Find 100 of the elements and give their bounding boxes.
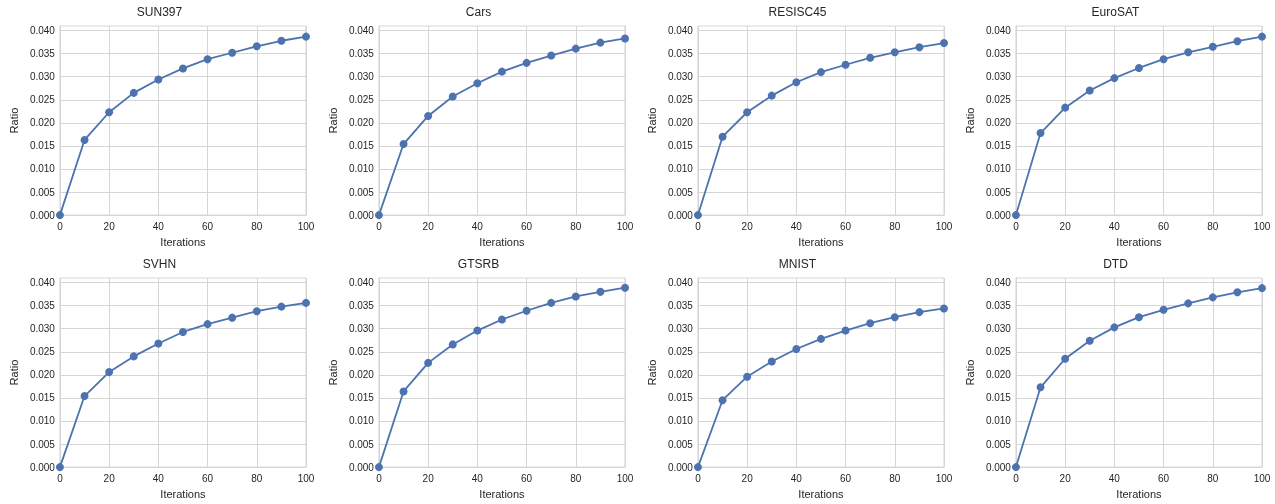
y-tick-label: 0.040 xyxy=(348,25,375,37)
y-tick-label: 0.040 xyxy=(667,277,693,289)
y-tick-label: 0.010 xyxy=(29,163,56,175)
point xyxy=(522,306,531,315)
y-tick-label: 0.005 xyxy=(348,438,375,450)
point xyxy=(277,36,286,45)
x-tick-label: 40 xyxy=(1109,472,1121,484)
point xyxy=(1036,129,1045,137)
x-tick-label: 60 xyxy=(1158,472,1170,484)
y-tick-label: 0.020 xyxy=(29,369,56,381)
y-tick-label: 0.015 xyxy=(348,392,375,404)
point xyxy=(1061,103,1070,112)
x-tick-label: 80 xyxy=(1207,472,1220,484)
y-tick-label: 0.040 xyxy=(667,25,693,37)
y-tick-label: 0.000 xyxy=(29,461,56,473)
y-tick-label: 0.000 xyxy=(348,461,375,473)
point xyxy=(374,463,383,472)
y-axis-title: Ratio xyxy=(645,107,657,134)
x-tick-label: 40 xyxy=(790,472,802,484)
point xyxy=(596,287,605,296)
x-tick-label: 100 xyxy=(616,220,634,232)
y-axis-title: Ratio xyxy=(7,359,20,386)
chart-title: GTSRB xyxy=(457,257,499,271)
point xyxy=(890,313,899,322)
y-tick-label: 0.010 xyxy=(348,415,375,427)
y-tick-label: 0.025 xyxy=(29,94,56,106)
point xyxy=(1036,383,1045,392)
point xyxy=(1086,86,1094,95)
point xyxy=(1184,299,1193,308)
x-tick-label: 20 xyxy=(741,472,753,484)
y-tick-label: 0.010 xyxy=(667,415,693,427)
point xyxy=(1012,463,1021,472)
x-tick-label: 60 xyxy=(1158,220,1170,232)
point xyxy=(791,78,800,87)
x-tick-label: 100 xyxy=(616,472,634,484)
y-tick-label: 0.025 xyxy=(986,94,1012,106)
y-tick-label: 0.010 xyxy=(986,415,1012,427)
y-tick-label: 0.010 xyxy=(29,415,56,427)
y-tick-label: 0.015 xyxy=(29,392,56,404)
point xyxy=(816,68,825,77)
y-tick-label: 0.005 xyxy=(667,438,693,450)
point xyxy=(939,39,948,48)
chart-title: RESISC45 xyxy=(767,5,827,19)
point xyxy=(277,302,286,311)
y-tick-label: 0.000 xyxy=(986,461,1012,473)
y-tick-label: 0.030 xyxy=(29,71,56,83)
y-tick-label: 0.035 xyxy=(348,300,375,312)
y-tick-label: 0.020 xyxy=(667,369,693,381)
point xyxy=(939,304,948,313)
point xyxy=(571,292,580,301)
y-axis-title: Ratio xyxy=(7,107,20,134)
point xyxy=(718,132,727,141)
x-tick-label: 20 xyxy=(1059,472,1072,484)
point xyxy=(448,340,457,349)
x-axis-title: Iterations xyxy=(1116,487,1163,500)
x-tick-label: 60 xyxy=(202,472,214,484)
y-tick-label: 0.030 xyxy=(348,323,375,335)
point xyxy=(1258,284,1267,293)
x-axis-title: Iterations xyxy=(479,235,525,248)
x-tick-label: 80 xyxy=(251,472,263,484)
point xyxy=(1012,211,1021,220)
y-tick-label: 0.035 xyxy=(667,48,693,60)
y-tick-label: 0.030 xyxy=(986,71,1012,83)
point xyxy=(693,463,702,472)
y-tick-label: 0.040 xyxy=(29,277,56,289)
point xyxy=(252,307,261,316)
x-tick-label: 100 xyxy=(935,472,953,484)
point xyxy=(302,298,310,307)
point xyxy=(203,55,212,64)
x-tick-label: 40 xyxy=(471,220,484,232)
x-tick-label: 80 xyxy=(569,220,582,232)
point xyxy=(522,58,531,67)
chart-title: SUN397 xyxy=(136,5,183,19)
point xyxy=(546,51,555,60)
x-tick-label: 0 xyxy=(694,472,701,484)
y-tick-label: 0.025 xyxy=(29,346,56,358)
x-tick-label: 80 xyxy=(888,472,901,484)
point xyxy=(497,315,506,324)
x-axis-title: Iterations xyxy=(160,235,207,248)
y-tick-label: 0.005 xyxy=(986,438,1012,450)
x-axis-title: Iterations xyxy=(160,487,207,500)
y-tick-label: 0.040 xyxy=(348,277,375,289)
x-tick-label: 100 xyxy=(1253,220,1272,232)
point xyxy=(399,140,408,149)
point xyxy=(718,396,727,405)
point xyxy=(228,48,237,57)
x-tick-label: 40 xyxy=(790,220,802,232)
x-tick-label: 40 xyxy=(1109,220,1121,232)
y-tick-label: 0.025 xyxy=(348,346,375,358)
y-tick-label: 0.010 xyxy=(348,163,375,175)
x-tick-label: 0 xyxy=(1013,472,1020,484)
x-tick-label: 20 xyxy=(103,220,116,232)
y-tick-label: 0.040 xyxy=(29,25,56,37)
x-tick-label: 80 xyxy=(888,220,901,232)
y-tick-label: 0.015 xyxy=(986,392,1012,404)
y-tick-label: 0.005 xyxy=(986,186,1012,198)
point xyxy=(1233,288,1242,297)
point xyxy=(302,32,310,41)
y-tick-label: 0.020 xyxy=(348,117,375,129)
x-tick-label: 60 xyxy=(520,472,533,484)
